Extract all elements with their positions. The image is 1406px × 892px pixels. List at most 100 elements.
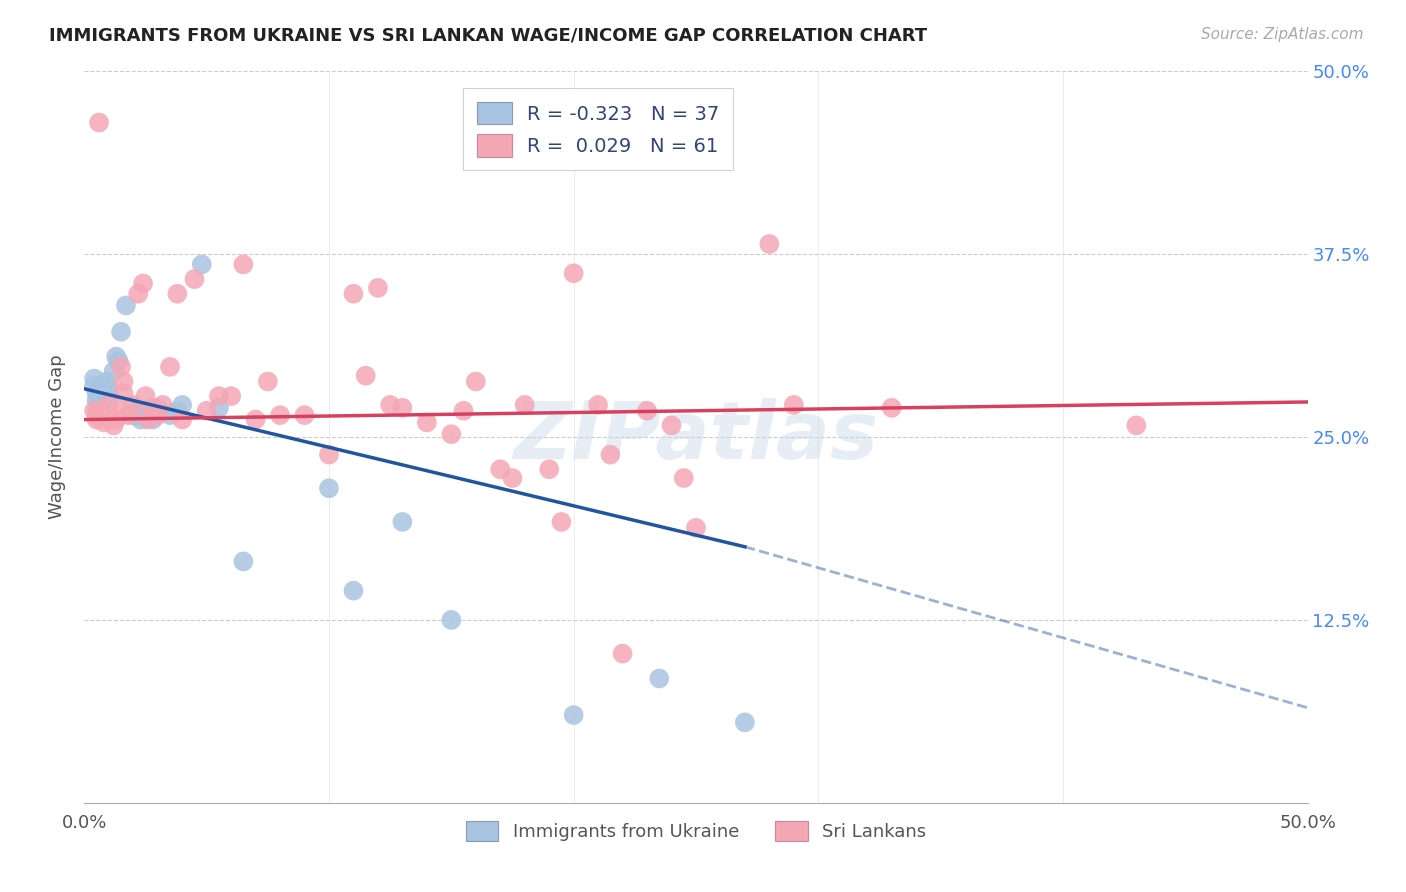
Point xyxy=(122,398,145,412)
Point xyxy=(489,462,512,476)
Point xyxy=(257,375,280,389)
Point xyxy=(208,401,231,415)
Point xyxy=(117,408,139,422)
Point xyxy=(159,359,181,374)
Point xyxy=(97,382,120,396)
Point xyxy=(550,515,572,529)
Point xyxy=(105,412,128,426)
Point xyxy=(142,401,165,415)
Point xyxy=(685,521,707,535)
Point xyxy=(103,418,125,433)
Point xyxy=(90,379,112,393)
Point xyxy=(110,403,132,417)
Point xyxy=(87,389,110,403)
Point xyxy=(103,364,125,378)
Point xyxy=(636,403,658,417)
Point xyxy=(380,398,402,412)
Point xyxy=(87,398,110,412)
Point xyxy=(1125,418,1147,433)
Text: Source: ZipAtlas.com: Source: ZipAtlas.com xyxy=(1201,27,1364,42)
Point xyxy=(152,398,174,412)
Point xyxy=(142,412,165,426)
Point xyxy=(110,359,132,374)
Legend: Immigrants from Ukraine, Sri Lankans: Immigrants from Ukraine, Sri Lankans xyxy=(458,814,934,848)
Point xyxy=(172,398,194,412)
Point xyxy=(96,375,118,389)
Point xyxy=(783,398,806,412)
Y-axis label: Wage/Income Gap: Wage/Income Gap xyxy=(48,355,66,519)
Point xyxy=(105,350,128,364)
Point xyxy=(219,389,242,403)
Point xyxy=(127,286,149,301)
Point xyxy=(758,237,780,252)
Point xyxy=(135,389,157,403)
Point xyxy=(132,277,155,291)
Point xyxy=(86,412,108,426)
Point xyxy=(115,298,138,312)
Point xyxy=(159,408,181,422)
Point xyxy=(86,393,108,408)
Point xyxy=(453,403,475,417)
Point xyxy=(83,379,105,393)
Point xyxy=(135,403,157,417)
Point xyxy=(562,266,585,280)
Point xyxy=(97,389,120,403)
Point xyxy=(342,583,364,598)
Point xyxy=(83,371,105,385)
Point xyxy=(93,393,115,408)
Point xyxy=(661,418,683,433)
Point xyxy=(232,554,254,568)
Point xyxy=(269,408,291,422)
Point xyxy=(122,408,145,422)
Point xyxy=(191,257,214,271)
Text: ZIPatlas: ZIPatlas xyxy=(513,398,879,476)
Point xyxy=(367,281,389,295)
Point xyxy=(90,403,112,417)
Point xyxy=(354,368,377,383)
Point xyxy=(93,416,115,430)
Point xyxy=(112,386,135,401)
Point xyxy=(440,427,463,442)
Point xyxy=(513,398,536,412)
Point xyxy=(318,448,340,462)
Point xyxy=(464,375,486,389)
Point xyxy=(318,481,340,495)
Point xyxy=(342,286,364,301)
Point xyxy=(166,286,188,301)
Point xyxy=(562,708,585,723)
Point xyxy=(734,715,756,730)
Point xyxy=(648,672,671,686)
Point xyxy=(127,408,149,422)
Point xyxy=(599,448,621,462)
Point xyxy=(183,272,205,286)
Point xyxy=(416,416,439,430)
Point xyxy=(97,398,120,412)
Point xyxy=(586,398,609,412)
Point xyxy=(90,386,112,401)
Point xyxy=(87,115,110,129)
Text: IMMIGRANTS FROM UKRAINE VS SRI LANKAN WAGE/INCOME GAP CORRELATION CHART: IMMIGRANTS FROM UKRAINE VS SRI LANKAN WA… xyxy=(49,27,928,45)
Point xyxy=(112,375,135,389)
Point xyxy=(502,471,524,485)
Point xyxy=(83,403,105,417)
Point xyxy=(146,408,169,422)
Point xyxy=(125,403,148,417)
Point xyxy=(107,354,129,368)
Point xyxy=(146,401,169,415)
Point xyxy=(195,403,218,417)
Point xyxy=(294,408,316,422)
Point xyxy=(110,325,132,339)
Point xyxy=(391,515,413,529)
Point xyxy=(129,412,152,426)
Point xyxy=(672,471,695,485)
Point xyxy=(172,412,194,426)
Point xyxy=(391,401,413,415)
Point xyxy=(245,412,267,426)
Point xyxy=(440,613,463,627)
Point xyxy=(612,647,634,661)
Point xyxy=(86,408,108,422)
Point xyxy=(166,403,188,417)
Point xyxy=(880,401,903,415)
Point xyxy=(136,412,159,426)
Point xyxy=(538,462,561,476)
